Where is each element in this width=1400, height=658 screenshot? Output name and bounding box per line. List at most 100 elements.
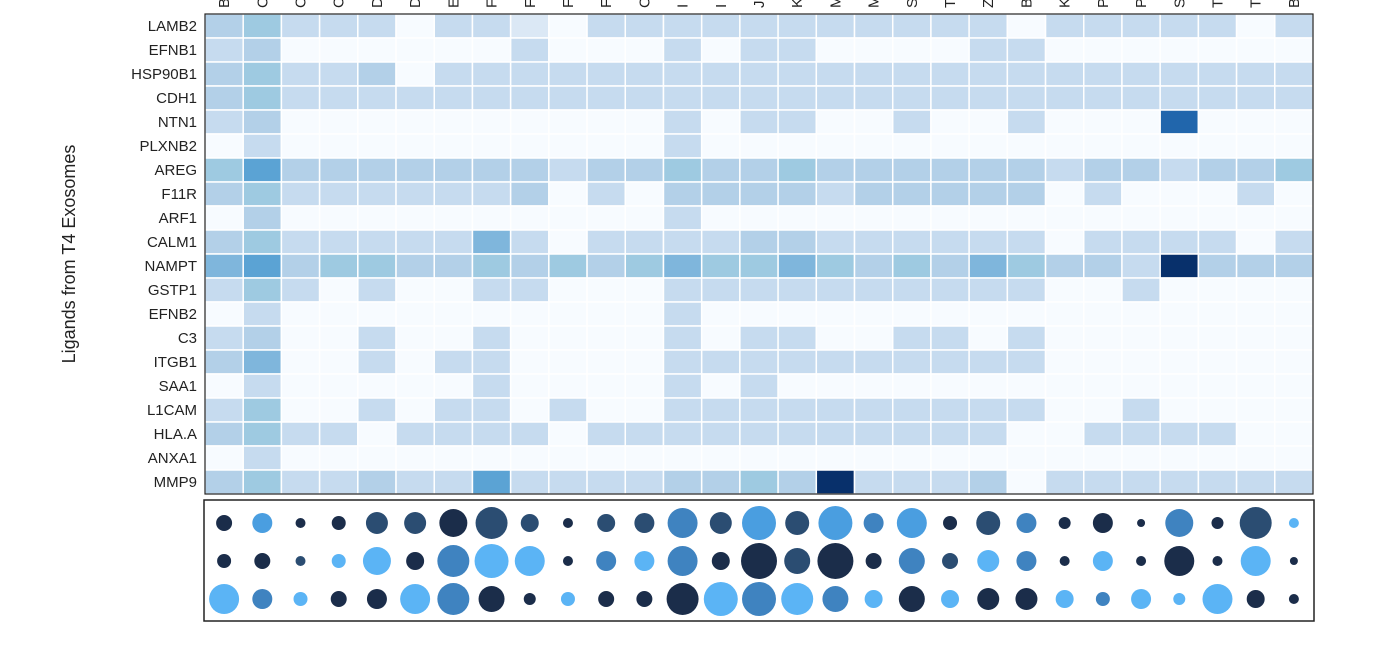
dot	[942, 553, 959, 569]
heat-cell	[891, 229, 932, 255]
heat-cell	[739, 229, 779, 255]
heat-cell	[242, 325, 283, 351]
heat-cell	[1159, 421, 1200, 447]
heat-cell	[242, 445, 283, 471]
dot	[1212, 556, 1223, 566]
heat-cell	[471, 445, 512, 471]
heat-cell	[1159, 205, 1200, 231]
heat-cell	[891, 445, 932, 471]
heat-cell	[1083, 13, 1123, 39]
heat-cell	[433, 13, 474, 39]
heat-cell	[395, 133, 435, 159]
heat-cell	[586, 85, 627, 111]
heat-cell	[930, 61, 970, 87]
heat-cell	[318, 373, 359, 399]
dot	[898, 548, 925, 574]
heat-cell	[433, 325, 474, 351]
heat-cell	[815, 61, 856, 87]
heat-cell	[739, 13, 779, 39]
dot	[1137, 519, 1146, 527]
dot	[703, 582, 738, 616]
heat-cell	[280, 61, 321, 87]
heat-cell	[548, 85, 588, 111]
heat-cell	[1159, 85, 1200, 111]
heat-cell	[968, 157, 1009, 183]
heat-cell	[395, 445, 435, 471]
dot	[1016, 551, 1037, 571]
dot	[865, 553, 882, 569]
heat-cell	[433, 253, 474, 279]
heat-cell	[968, 61, 1009, 87]
heat-cell	[624, 301, 665, 327]
heat-cell	[357, 85, 397, 111]
heat-cell	[1235, 421, 1276, 447]
heat-cell	[242, 61, 283, 87]
dot	[742, 506, 776, 540]
heat-cell	[1274, 445, 1314, 471]
heat-cell	[1235, 397, 1276, 423]
heat-cell	[853, 445, 894, 471]
heat-cell	[1274, 37, 1314, 63]
heat-cell	[1197, 277, 1238, 303]
heat-cell	[815, 277, 856, 303]
heat-cell	[1197, 85, 1238, 111]
heat-cell	[1235, 469, 1276, 495]
heat-cell	[777, 349, 818, 375]
dot	[523, 593, 536, 605]
heat-cell	[1274, 157, 1314, 183]
heat-cell	[700, 445, 741, 471]
heat-cell	[509, 397, 550, 423]
heat-cell	[1121, 373, 1161, 399]
heat-cell	[1006, 325, 1047, 351]
heat-cell	[471, 253, 512, 279]
heat-cell	[853, 277, 894, 303]
heat-cell	[930, 85, 970, 111]
heat-cell	[968, 13, 1009, 39]
heat-cell	[662, 421, 703, 447]
heat-cell	[204, 85, 244, 111]
heat-cell	[1044, 421, 1085, 447]
heat-cell	[624, 445, 665, 471]
dot	[1092, 513, 1113, 533]
heat-cell	[1274, 13, 1314, 39]
dot	[562, 518, 573, 528]
heat-cell	[1235, 301, 1276, 327]
heat-cell	[1121, 205, 1161, 231]
heat-cell	[204, 373, 244, 399]
dot	[437, 583, 470, 615]
heat-cell	[968, 277, 1009, 303]
heat-cell	[1083, 349, 1123, 375]
row-label: ANXA1	[148, 450, 197, 467]
heat-cell	[1006, 301, 1047, 327]
column-label: P	[1095, 0, 1112, 8]
heat-cell	[509, 325, 550, 351]
heat-cell	[930, 253, 970, 279]
heat-cell	[1159, 157, 1200, 183]
dot	[1058, 517, 1071, 529]
heat-cell	[548, 181, 588, 207]
heat-cell	[242, 469, 283, 495]
heat-cell	[1083, 85, 1123, 111]
column-label: F	[522, 0, 539, 8]
heat-cell	[662, 301, 703, 327]
heat-cell	[509, 157, 550, 183]
heat-cell	[624, 373, 665, 399]
dot	[977, 588, 1000, 610]
heat-cell	[395, 157, 435, 183]
heat-cell	[471, 13, 512, 39]
heat-cell	[1197, 421, 1238, 447]
column-label: C	[254, 0, 271, 8]
heat-cell	[318, 421, 359, 447]
heat-cell	[739, 301, 779, 327]
dot	[977, 550, 1000, 572]
dot	[597, 514, 616, 532]
heat-cell	[777, 181, 818, 207]
heat-cell	[471, 373, 512, 399]
row-label: HSP90B1	[131, 66, 197, 83]
heat-cell	[968, 469, 1009, 495]
heat-cell	[1235, 133, 1276, 159]
heat-cell	[1006, 109, 1047, 135]
heat-cell	[204, 37, 244, 63]
column-label: D	[407, 0, 424, 8]
heat-cell	[357, 445, 397, 471]
